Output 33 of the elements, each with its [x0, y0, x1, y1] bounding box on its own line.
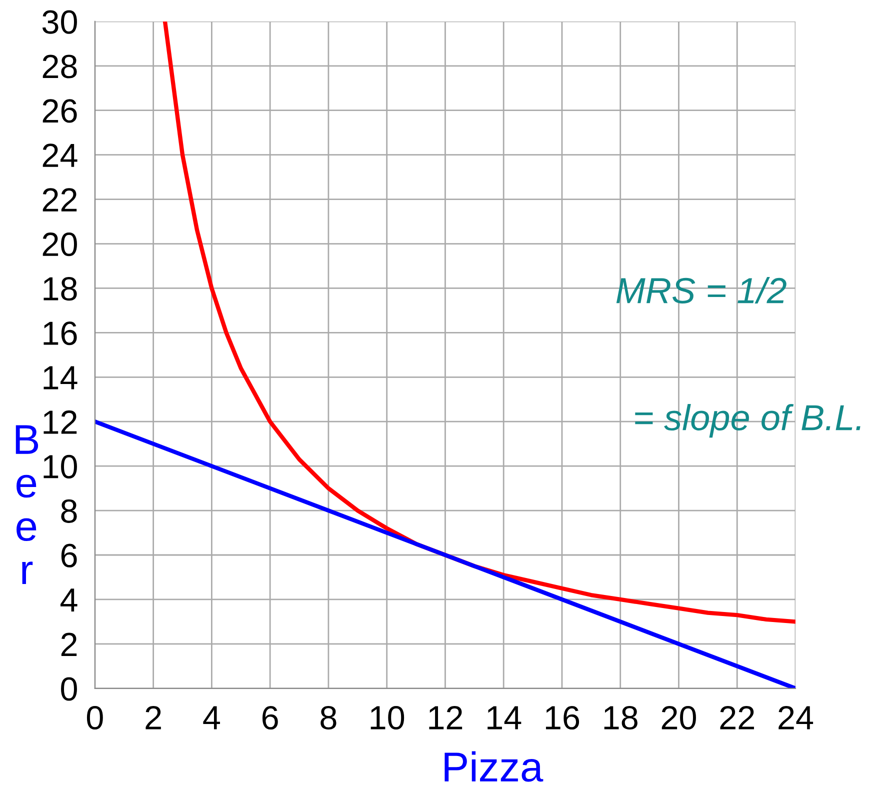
y-tick-label: 20	[42, 232, 77, 256]
y-tick-label: 12	[44, 410, 77, 434]
y-tick-label: 14	[44, 366, 78, 390]
y-tick-label: 8	[61, 499, 77, 523]
y-tick-label: 2	[61, 632, 77, 656]
x-tick-label: 6	[262, 706, 278, 730]
y-tick-label: 26	[42, 99, 77, 123]
x-tick-label: 20	[662, 706, 696, 730]
y-tick-label: 6	[61, 544, 77, 568]
x-axis-title: Pizza	[444, 751, 544, 782]
y-tick-label: 28	[42, 54, 77, 78]
y-tick-label: 30	[42, 10, 77, 34]
x-tick-label: 14	[488, 706, 522, 730]
y-tick-label: 16	[44, 321, 77, 346]
x-tick-label: 0	[86, 706, 103, 730]
x-tick-label: 10	[370, 706, 404, 730]
x-tick-label: 12	[429, 706, 462, 730]
y-tick-label: 22	[42, 188, 77, 212]
y-axis-title: Beer	[16, 425, 38, 584]
y-tick-label: 24	[42, 144, 78, 167]
annotation: = slope of B.L.	[635, 404, 860, 438]
annotation: MRS = 1/2	[616, 276, 786, 304]
x-tick-label: 4	[203, 706, 220, 730]
y-tick-label: 10	[44, 454, 77, 478]
x-tick-label: 18	[604, 706, 638, 730]
x-tick-label: 24	[778, 706, 814, 730]
y-tick-label: 0	[61, 677, 77, 701]
y-tick-label: 4	[60, 588, 78, 612]
x-tick-label: 2	[146, 706, 161, 730]
x-tick-label: 8	[320, 706, 336, 730]
y-tick-label: 18	[44, 277, 77, 301]
x-tick-label: 22	[720, 706, 754, 730]
x-tick-label: 16	[546, 706, 580, 730]
